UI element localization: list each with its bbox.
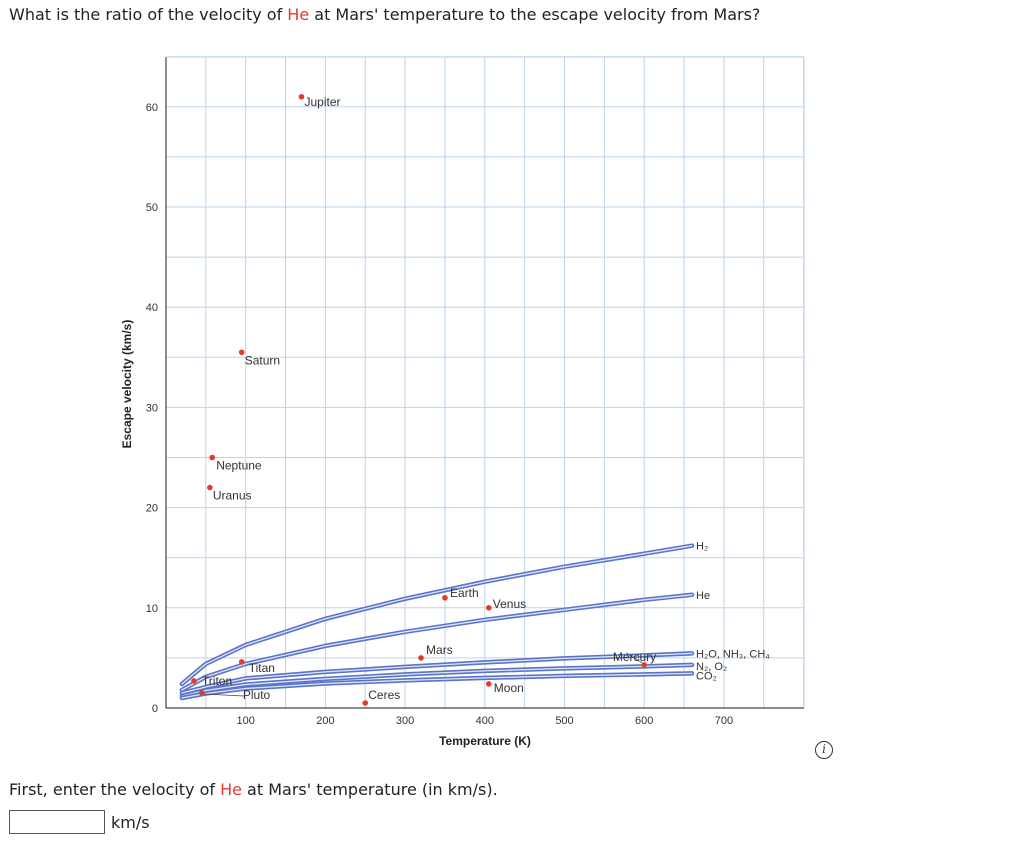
point-uranus	[207, 484, 213, 491]
point-earth	[442, 594, 448, 601]
x-tick-label: 600	[635, 715, 653, 727]
curve-3	[181, 664, 693, 697]
x-tick-label: 400	[476, 715, 494, 727]
prompt-prefix: First, enter the velocity of	[9, 780, 221, 799]
point-label: Ceres	[368, 688, 400, 702]
y-tick-label: 50	[146, 202, 158, 214]
y-tick-label: 60	[146, 102, 158, 114]
y-tick-label: 10	[146, 603, 158, 615]
point-venus	[485, 605, 492, 611]
curve-label: H₂O, NH₃, CH₄	[696, 648, 770, 660]
point-label: Mars	[426, 643, 453, 657]
point-ceres	[362, 700, 369, 706]
mercury-leader-line	[625, 652, 643, 664]
curve-2	[181, 652, 693, 694]
pluto-leader-line	[203, 693, 244, 697]
curve-label: N₂, O₂	[696, 661, 727, 673]
curve-label: He	[696, 590, 710, 602]
curve-0	[181, 545, 693, 685]
point-label: Mercury	[613, 650, 656, 664]
y-tick-label: 0	[152, 703, 158, 715]
x-tick-label: 200	[316, 715, 334, 727]
point-triton	[191, 678, 197, 684]
x-tick-label: 700	[715, 715, 733, 727]
point-label: Titan	[249, 661, 275, 675]
question-prefix: What is the ratio of the velocity of	[9, 5, 288, 24]
info-icon[interactable]: i	[815, 741, 833, 759]
point-saturn	[238, 349, 245, 356]
prompt-highlight: He	[220, 780, 242, 799]
x-axis-label: Temperature (K)	[439, 734, 531, 748]
point-moon	[485, 681, 492, 687]
point-titan	[238, 659, 245, 665]
chart-grid	[166, 56, 805, 708]
y-tick-label: 20	[146, 503, 158, 515]
curve-1	[181, 594, 693, 691]
point-neptune	[209, 454, 216, 461]
point-label: Neptune	[216, 459, 262, 473]
prompt-suffix: at Mars' temperature (in km/s).	[241, 780, 498, 799]
chart-axes	[165, 56, 805, 709]
point-label: Triton	[202, 674, 232, 688]
x-tick-label: 500	[555, 715, 573, 727]
point-label: Uranus	[213, 489, 252, 503]
curve-label: CO₂	[696, 670, 717, 682]
chart-ticks: 100 200 300 400 500 600 700 0 10 20 30 40 50 60	[146, 102, 733, 727]
question-suffix: at Mars' temperature to the escape veloc…	[309, 5, 761, 24]
point-label: Moon	[494, 681, 524, 695]
point-label: Pluto	[243, 688, 271, 702]
point-mars	[418, 655, 424, 661]
curve-4	[181, 672, 693, 699]
point-label: Jupiter	[304, 95, 340, 109]
answer-row: km/s	[9, 809, 150, 835]
question-highlight: He	[287, 5, 310, 24]
question-text: What is the ratio of the velocity of He …	[9, 5, 760, 24]
point-label: Venus	[493, 597, 526, 611]
velocity-input[interactable]	[9, 810, 105, 834]
unit-label: km/s	[111, 812, 150, 832]
point-jupiter	[298, 93, 305, 100]
x-tick-label: 300	[396, 715, 414, 727]
y-axis-label: Escape velocity (km/s)	[120, 320, 134, 449]
chart-points: Jupiter Saturn Neptune Uranus Earth Venus Mars…	[191, 93, 656, 706]
prompt-text: First, enter the velocity of He at Mars'…	[9, 780, 498, 799]
curve-label: H₂	[696, 541, 708, 553]
point-label: Saturn	[245, 353, 280, 367]
point-label: Earth	[450, 586, 479, 600]
y-tick-label: 30	[146, 402, 158, 414]
point-pluto	[199, 690, 205, 696]
y-tick-label: 40	[146, 302, 158, 314]
x-tick-label: 100	[237, 715, 255, 727]
point-mercury	[641, 662, 647, 668]
